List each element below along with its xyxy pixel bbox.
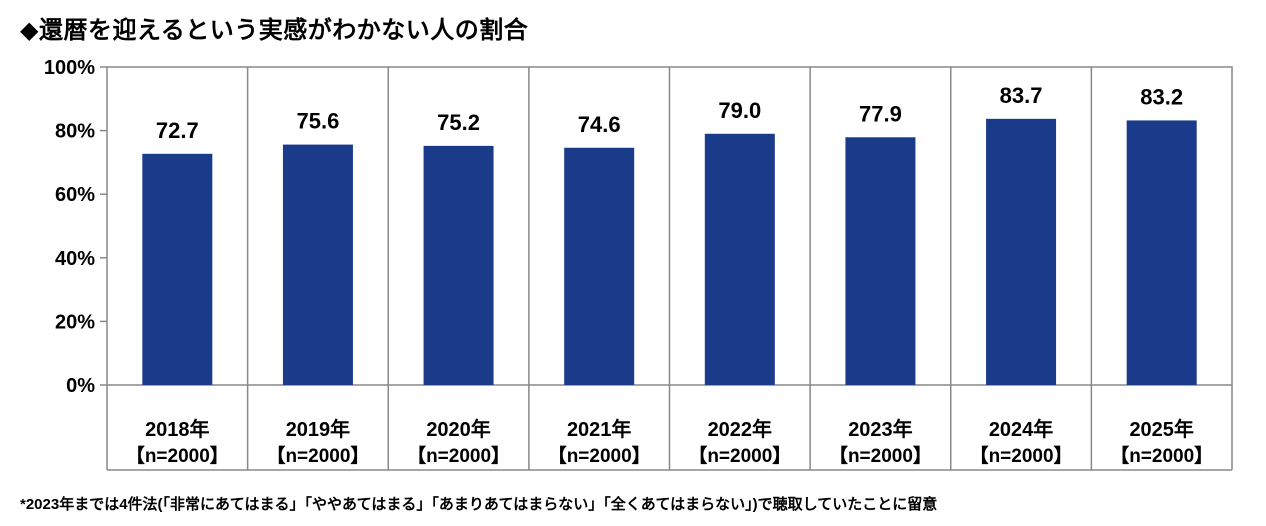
y-tick-label: 60%: [55, 184, 95, 206]
bar: [845, 137, 916, 385]
value-label: 72.7: [156, 118, 199, 143]
y-tick-label: 0%: [66, 375, 95, 397]
bar: [704, 133, 775, 385]
x-tick-label: 2025年: [1129, 417, 1194, 441]
x-tick-sublabel: 【n=2000】: [1110, 444, 1213, 467]
x-tick-label: 2024年: [989, 417, 1054, 441]
x-tick-label: 2018年: [145, 417, 210, 441]
bar: [986, 118, 1057, 386]
x-tick-label: 2022年: [708, 417, 773, 441]
bar: [282, 144, 353, 385]
y-tick-label: 40%: [55, 248, 95, 270]
value-label: 77.9: [859, 101, 902, 126]
x-tick-label: 2020年: [426, 417, 491, 441]
x-tick-sublabel: 【n=2000】: [829, 444, 932, 467]
x-tick-sublabel: 【n=2000】: [407, 444, 510, 467]
x-tick-sublabel: 【n=2000】: [970, 444, 1073, 467]
value-label: 75.6: [297, 109, 340, 134]
bar: [423, 145, 494, 385]
y-tick-label: 100%: [44, 57, 95, 79]
x-tick-label: 2023年: [848, 417, 913, 441]
x-tick-sublabel: 【n=2000】: [688, 444, 791, 467]
value-label: 83.7: [1000, 83, 1043, 108]
value-label: 74.6: [578, 112, 621, 137]
x-tick-sublabel: 【n=2000】: [548, 444, 651, 467]
bar: [1126, 120, 1197, 385]
y-tick-label: 80%: [55, 121, 95, 143]
x-tick-sublabel: 【n=2000】: [126, 444, 229, 467]
value-label: 75.2: [437, 110, 480, 135]
bar: [564, 147, 635, 385]
x-tick-label: 2019年: [286, 417, 351, 441]
x-tick-sublabel: 【n=2000】: [266, 444, 369, 467]
x-tick-label: 2021年: [567, 417, 632, 441]
value-label: 79.0: [718, 98, 761, 123]
chart-title: ◆還暦を迎えるという実感がわかない人の割合: [20, 17, 529, 44]
value-label: 83.2: [1140, 84, 1183, 109]
footnote: *2023年までは4件法(「非常にあてはまる」「ややあてはまる」「あまりあてはま…: [20, 496, 938, 513]
y-tick-label: 20%: [55, 311, 95, 333]
bar: [142, 153, 213, 385]
